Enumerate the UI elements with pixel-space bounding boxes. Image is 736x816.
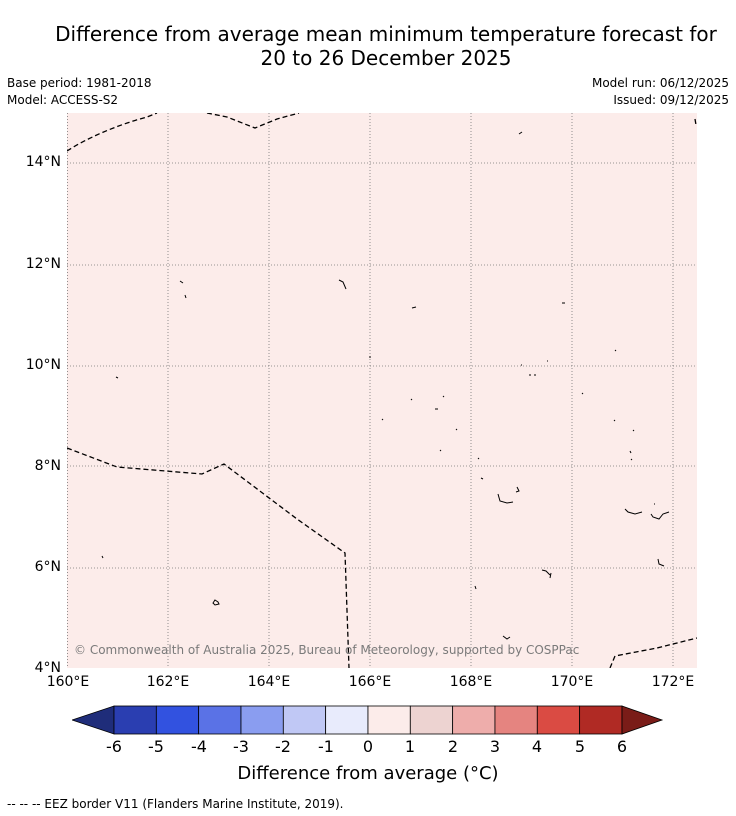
- colorbar-segment: [536, 705, 581, 735]
- colorbar-segment: [282, 705, 327, 735]
- colorbar-segment: [198, 705, 242, 735]
- copyright-notice: © Commonwealth of Australia 2025, Bureau…: [74, 643, 580, 657]
- issued-date: Issued: 09/12/2025: [613, 93, 729, 107]
- colorbar-tick: 2: [447, 737, 459, 756]
- lon-label-162e: 162°E: [146, 674, 190, 690]
- colorbar-segment: [155, 705, 200, 735]
- lon-label-164e: 164°E: [247, 674, 291, 690]
- lat-label-12n: 12°N: [25, 256, 61, 272]
- map-area: © Commonwealth of Australia 2025, Bureau…: [67, 113, 697, 668]
- colorbar-segment: [113, 705, 157, 735]
- lon-label-160e: 160°E: [46, 674, 90, 690]
- colorbar-tick: 3: [489, 737, 501, 756]
- colorbar-tick: -5: [148, 737, 164, 756]
- colorbar-tick: 5: [574, 737, 586, 756]
- colorbar-segment: [240, 705, 284, 735]
- model-name: Model: ACCESS-S2: [7, 93, 119, 107]
- colorbar-segments: [113, 705, 623, 735]
- map-svg: [67, 113, 697, 668]
- colorbar-segment: [494, 705, 538, 735]
- colorbar-tick: -3: [233, 737, 249, 756]
- lon-label-170e: 170°E: [550, 674, 594, 690]
- colorbar-tick: -1: [318, 737, 334, 756]
- title-line-1: Difference from average mean minimum tem…: [55, 22, 717, 46]
- lat-label-8n: 8°N: [34, 458, 61, 474]
- lat-label-6n: 6°N: [34, 559, 61, 575]
- model-run: Model run: 06/12/2025: [591, 76, 729, 90]
- colorbar-tick: 6: [616, 737, 628, 756]
- colorbar-label: Difference from average (°C): [237, 763, 499, 784]
- meta-right: Model run: 06/12/2025 Issued: 09/12/2025: [592, 75, 729, 109]
- colorbar: [72, 705, 664, 735]
- colorbar-tick: -2: [275, 737, 291, 756]
- eez-borders: [67, 113, 697, 668]
- colorbar-tick: -6: [106, 737, 122, 756]
- lon-label-168e: 168°E: [449, 674, 493, 690]
- colorbar-segment: [452, 705, 496, 735]
- colorbar-segment: [409, 705, 454, 735]
- colorbar-left-arrow: [72, 705, 115, 735]
- lat-label-10n: 10°N: [25, 357, 61, 373]
- meta-left: Base period: 1981-2018 Model: ACCESS-S2: [7, 75, 152, 109]
- colorbar-tick: 0: [362, 737, 374, 756]
- eez-legend: -- -- -- EEZ border V11 (Flanders Marine…: [7, 797, 344, 811]
- lon-label-166e: 166°E: [348, 674, 392, 690]
- lat-label-4n: 4°N: [34, 660, 61, 676]
- title-line-2: 20 to 26 December 2025: [260, 46, 512, 70]
- colorbar-tick: -4: [191, 737, 207, 756]
- map-title: Difference from average mean minimum tem…: [0, 22, 736, 70]
- colorbar-segment: [325, 705, 369, 735]
- lon-label-172e: 172°E: [651, 674, 695, 690]
- lat-label-14n: 14°N: [25, 154, 61, 170]
- colorbar-right-arrow: [621, 705, 664, 735]
- colorbar-segment: [367, 705, 411, 735]
- colorbar-segment: [579, 705, 623, 735]
- graticule: [67, 113, 697, 668]
- islands: [101, 131, 670, 640]
- colorbar-tick: 1: [404, 737, 416, 756]
- base-period: Base period: 1981-2018: [7, 76, 152, 90]
- colorbar-tick: 4: [531, 737, 543, 756]
